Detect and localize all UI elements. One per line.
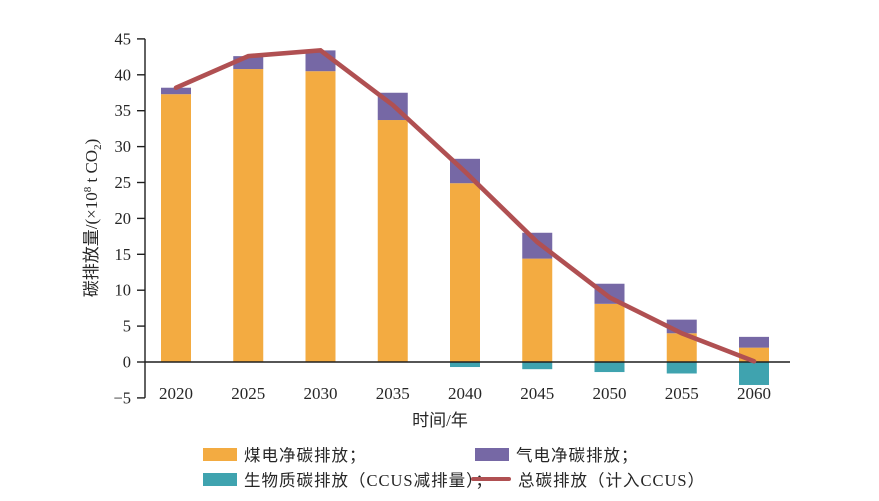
svg-text:5: 5 [123,317,131,336]
svg-text:10: 10 [115,281,132,300]
svg-text:2060: 2060 [737,384,771,403]
svg-text:2045: 2045 [520,384,554,403]
svg-text:2025: 2025 [231,384,265,403]
svg-text:20: 20 [115,209,132,228]
svg-text:2035: 2035 [376,384,410,403]
svg-text:2040: 2040 [448,384,482,403]
svg-text:40: 40 [115,65,132,84]
svg-text:30: 30 [115,137,132,156]
svg-text:时间/年: 时间/年 [412,411,468,430]
svg-text:碳排放量/(×108 t CO2): 碳排放量/(×108 t CO2) [82,139,104,298]
svg-text:2050: 2050 [593,384,627,403]
svg-text:45: 45 [115,29,132,48]
svg-text:−5: −5 [113,388,131,407]
svg-text:2055: 2055 [665,384,699,403]
svg-text:25: 25 [115,173,132,192]
svg-text:2030: 2030 [304,384,338,403]
svg-text:0: 0 [123,353,131,372]
svg-text:15: 15 [115,245,132,264]
svg-text:35: 35 [115,101,132,120]
svg-text:2020: 2020 [159,384,193,403]
